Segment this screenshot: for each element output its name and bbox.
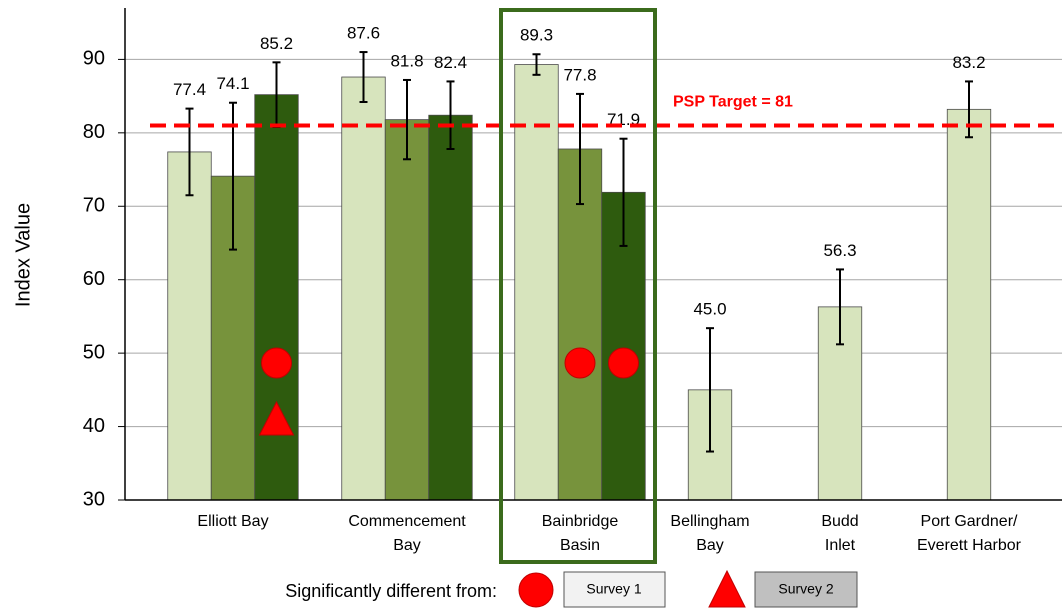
data-label: 81.8 — [390, 51, 423, 70]
data-label: 87.6 — [347, 24, 380, 43]
x-tick-label: Port Gardner/Everett Harbor — [917, 513, 1022, 554]
x-tick-label: Commencement Bay — [348, 513, 466, 554]
bar — [384, 119, 430, 501]
y-tick-label: 60 — [83, 268, 105, 290]
legend-box — [754, 571, 858, 608]
y-tick-label: 50 — [83, 341, 105, 363]
legend-label: Survey 2 — [778, 581, 833, 597]
data-label: 45.0 — [693, 300, 726, 319]
significance-triangle — [258, 400, 295, 436]
data-label: 82.4 — [434, 53, 467, 72]
legend-circle — [518, 572, 554, 608]
data-label: 89.3 — [520, 26, 553, 45]
bar — [167, 151, 212, 501]
legend-box — [563, 571, 666, 608]
data-label: 74.1 — [216, 74, 249, 93]
x-tick-label: Budd Inlet — [821, 513, 858, 554]
data-label: 56.3 — [823, 241, 856, 260]
significance-circle — [261, 347, 292, 379]
significance-circle — [564, 347, 596, 379]
bar — [428, 114, 473, 501]
bar — [514, 64, 559, 501]
legend-triangle — [708, 569, 746, 608]
y-tick-label: 90 — [83, 48, 105, 70]
y-tick-label: 40 — [83, 415, 105, 437]
significance-circle — [608, 347, 639, 379]
bar — [341, 76, 386, 501]
y-axis-title: Index Value — [12, 203, 34, 307]
x-tick-label: Elliott Bay — [197, 513, 268, 530]
x-tick-label: Bellingham Bay — [670, 513, 749, 554]
data-label: 77.8 — [563, 65, 596, 84]
data-label: 83.2 — [952, 53, 985, 72]
data-label: 77.4 — [173, 80, 206, 99]
data-label: 85.2 — [260, 34, 293, 53]
bar — [254, 94, 299, 501]
target-label: PSP Target = 81 — [673, 94, 793, 111]
highlight-box — [499, 8, 657, 564]
y-tick-label: 80 — [83, 121, 105, 143]
legend-caption: Significantly different from: — [285, 581, 497, 601]
legend-label: Survey 1 — [586, 581, 641, 597]
y-tick-label: 70 — [83, 195, 105, 217]
x-tick-label: Bainbridge Basin — [542, 513, 619, 554]
bar — [946, 108, 992, 501]
y-tick-label: 30 — [83, 488, 105, 510]
